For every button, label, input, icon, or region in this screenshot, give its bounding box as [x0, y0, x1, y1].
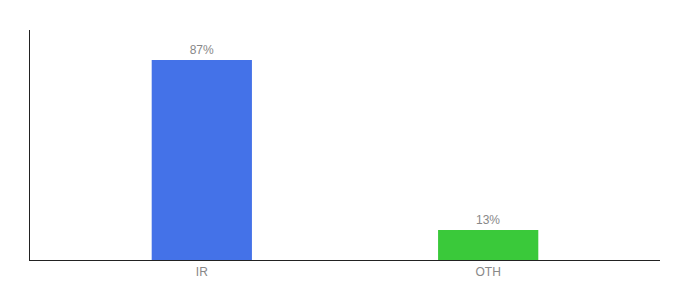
- svg-text:13%: 13%: [476, 213, 500, 227]
- svg-text:OTH: OTH: [476, 265, 501, 279]
- svg-text:IR: IR: [196, 265, 208, 279]
- svg-text:87%: 87%: [190, 43, 214, 57]
